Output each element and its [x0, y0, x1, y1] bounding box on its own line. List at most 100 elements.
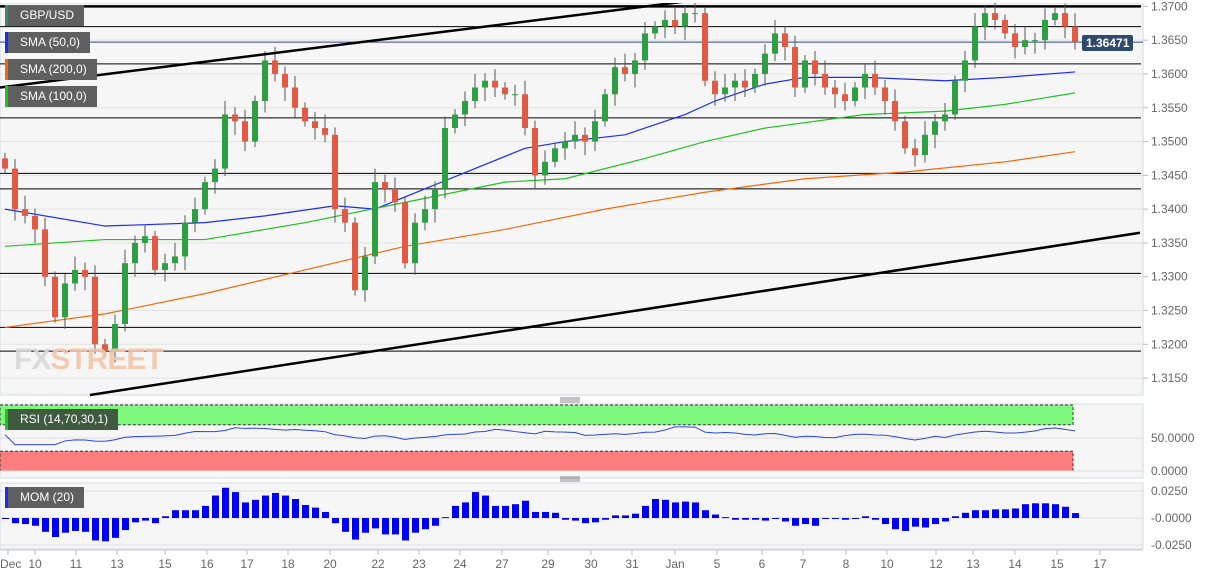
mom-bar: [642, 505, 649, 518]
mom-bar: [912, 518, 919, 527]
candle-body: [22, 209, 28, 216]
y-tick-label: 1.3650: [1151, 33, 1188, 47]
x-tick-label: 11: [70, 557, 83, 571]
candle-body: [712, 80, 718, 95]
candle-body: [162, 263, 168, 270]
mom-bar: [932, 518, 939, 525]
legend-sma-100[interactable]: SMA (100,0): [5, 86, 97, 107]
y-tick-label: 1.3450: [1151, 168, 1188, 182]
x-tick-label: 22: [371, 557, 385, 571]
candle-body: [892, 101, 898, 122]
candle-body: [62, 283, 68, 318]
mom-bar: [272, 492, 279, 518]
candle-body: [302, 107, 308, 122]
candle-body: [702, 13, 708, 81]
legend-sma-200[interactable]: SMA (200,0): [5, 59, 97, 80]
candle-body: [792, 46, 798, 88]
x-tick-label: 6: [759, 557, 766, 571]
candle-body: [82, 269, 88, 277]
x-tick-label: 15: [1050, 557, 1064, 571]
legend-mom[interactable]: MOM (20): [5, 487, 84, 508]
candle-body: [772, 33, 778, 54]
mom-bar: [432, 518, 439, 526]
mom-bar: [682, 501, 689, 518]
legend-sma-50[interactable]: SMA (50,0): [5, 32, 91, 53]
candle-body: [542, 161, 548, 176]
candle-body: [622, 67, 628, 74]
candle-body: [682, 13, 688, 27]
price-panel: [0, 2, 1144, 396]
mom-bar: [402, 518, 409, 541]
mom-bar: [32, 518, 39, 526]
mom-bar: [712, 514, 719, 518]
mom-bar: [22, 518, 29, 525]
candle-body: [942, 114, 948, 122]
legend-rsi[interactable]: RSI (14,70,30,1): [5, 409, 119, 430]
x-tick-label: 24: [453, 557, 467, 571]
mom-bar: [472, 492, 479, 518]
candle-body: [1042, 19, 1048, 41]
mom-bar: [252, 499, 259, 518]
mom-bar: [52, 518, 59, 538]
mom-bar: [952, 516, 959, 518]
mom-bar: [582, 518, 589, 524]
candle-body: [962, 60, 968, 81]
mom-bar: [182, 510, 189, 518]
x-tick-label: 16: [200, 557, 214, 571]
candle-body: [812, 60, 818, 74]
candle-body: [252, 101, 258, 142]
mom-bar: [242, 502, 249, 518]
candle-body: [412, 222, 418, 264]
candle-body: [992, 13, 998, 20]
candle-body: [12, 168, 18, 210]
candle-body: [462, 101, 468, 115]
mom-bar: [982, 510, 989, 518]
candle-body: [602, 94, 608, 122]
candle-body: [832, 87, 838, 95]
mom-bar: [292, 498, 299, 518]
candle-body: [72, 269, 78, 284]
candle-body: [232, 114, 238, 122]
mom-bar: [1042, 503, 1049, 518]
candle-body: [512, 94, 518, 96]
candle-body: [532, 128, 538, 176]
candle-body: [152, 236, 158, 270]
sma-line: [4, 151, 1076, 329]
candle-body: [572, 134, 578, 142]
mom-bar: [992, 509, 999, 518]
candle-body: [322, 128, 328, 135]
y-tick-label: 1.3300: [1151, 270, 1188, 284]
mom-bar: [42, 518, 49, 532]
mom-bar: [112, 518, 119, 538]
mom-bar: [222, 487, 229, 518]
candle-body: [1002, 19, 1008, 34]
x-tick-label: 17: [240, 557, 254, 571]
mom-bar: [342, 518, 349, 532]
mom-bar: [312, 507, 319, 518]
x-tick-label: 13: [110, 557, 124, 571]
y-tick-label: 1.3700: [1151, 0, 1188, 13]
last-price-badge: 1.36471: [1082, 35, 1134, 51]
candle-body: [552, 148, 558, 162]
candle-body: [502, 87, 508, 95]
candle-body: [352, 222, 358, 291]
candle-body: [222, 114, 228, 169]
x-tick-label: 7: [800, 557, 807, 571]
candle-body: [902, 121, 908, 149]
candle-body: [1022, 40, 1028, 47]
rsi-oversold-zone: [0, 450, 1074, 472]
mom-bar: [1052, 504, 1059, 518]
rsi-overbought-zone: [0, 404, 1074, 426]
candle-body: [482, 80, 488, 88]
x-tick-label: 13: [966, 557, 980, 571]
candle-body: [52, 276, 58, 318]
candle-body: [802, 60, 808, 88]
mom-bar: [442, 517, 449, 519]
mom-bar: [802, 518, 809, 525]
candle-body: [172, 256, 178, 264]
mom-bar: [142, 518, 149, 521]
legend-gbpusd[interactable]: GBP/USD: [5, 5, 85, 26]
candle-body: [442, 128, 448, 189]
rsi-tick-label: 0.0000: [1151, 464, 1188, 478]
